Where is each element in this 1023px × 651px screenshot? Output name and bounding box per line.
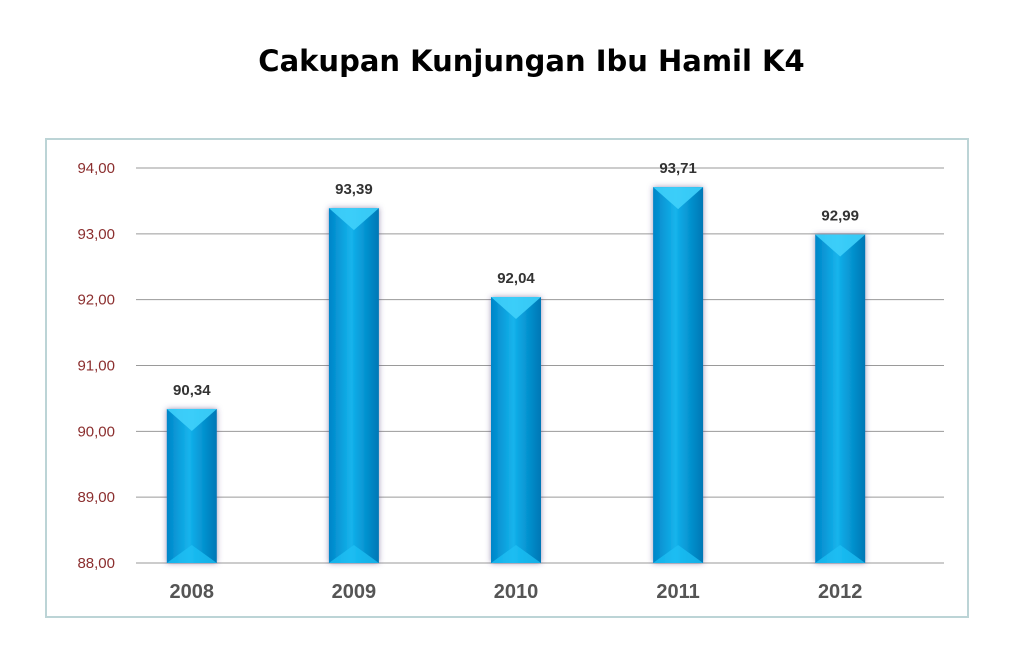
bar-top-facet — [653, 187, 704, 210]
x-tick-label: 2011 — [656, 581, 699, 603]
bar-top-facet — [491, 297, 541, 320]
y-tick-label: 91,00 — [77, 358, 115, 375]
x-tick-label: 2012 — [818, 581, 863, 603]
x-tick-label: 2009 — [332, 581, 377, 603]
bar-2011 — [653, 187, 704, 563]
bar-body — [815, 234, 866, 563]
bar-body — [653, 187, 704, 563]
y-tick-label: 89,00 — [77, 489, 115, 506]
bar-top-facet — [815, 234, 866, 257]
bar-body — [328, 208, 379, 564]
bar-2008 — [166, 408, 217, 563]
x-tick-label: 2010 — [494, 581, 539, 603]
data-label: 90,34 — [173, 382, 211, 399]
bar-2012 — [815, 234, 866, 563]
bar-body — [491, 297, 541, 563]
y-tick-label: 88,00 — [77, 555, 115, 572]
data-label: 93,39 — [335, 181, 373, 198]
y-tick-label: 90,00 — [77, 423, 115, 440]
bar-top-facet — [166, 408, 217, 431]
bar-bottom-facet — [491, 545, 541, 563]
bar-body — [166, 408, 217, 563]
bar-bottom-facet — [653, 545, 704, 563]
chart-title: Cakupan Kunjungan Ibu Hamil K4 — [258, 44, 805, 78]
x-axis: 2008 2009 2010 2011 2012 — [170, 581, 863, 603]
y-tick-label: 93,00 — [77, 226, 115, 243]
bar-bottom-facet — [328, 545, 379, 563]
x-tick-label: 2008 — [170, 581, 215, 603]
y-tick-label: 92,00 — [77, 292, 115, 309]
data-label: 93,71 — [659, 160, 697, 177]
bar-2010 — [491, 297, 541, 563]
bar-bottom-facet — [815, 545, 866, 563]
data-label: 92,99 — [821, 207, 859, 224]
bar-top-facet — [328, 208, 379, 231]
data-labels: 90,34 93,39 92,04 93,71 92,99 — [173, 160, 859, 399]
bar-2009 — [328, 208, 379, 564]
data-label: 92,04 — [497, 270, 535, 287]
y-axis: 88,00 89,00 90,00 91,00 92,00 93,00 94,00 — [77, 160, 115, 572]
y-tick-label: 94,00 — [77, 160, 115, 177]
bar-bottom-facet — [166, 545, 217, 563]
bars — [166, 187, 866, 564]
